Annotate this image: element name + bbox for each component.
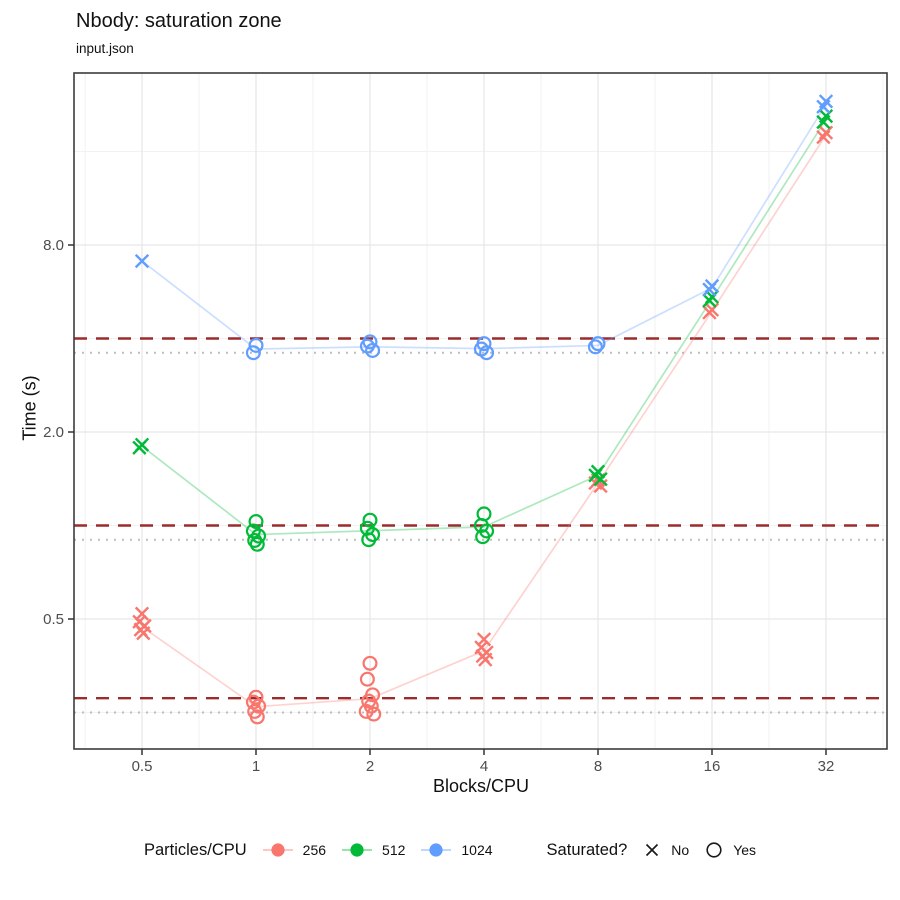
legend-label: 512	[382, 842, 406, 858]
legend: Particles/CPU 256 512 1024 Saturated?	[0, 840, 900, 860]
x-tick-label: 0.5	[132, 758, 153, 775]
plot-panel: 0.5 1 2 4 8 16 32 8.0 2.0 0.5	[43, 72, 888, 775]
legend-key-256: 256	[262, 840, 326, 860]
legend-color-title: Particles/CPU	[143, 840, 247, 859]
legend-key-512: 512	[341, 840, 405, 860]
data-point-circle	[362, 655, 378, 671]
data-point-circle	[359, 671, 375, 687]
x-tick-label: 4	[480, 758, 488, 775]
data-point-x	[816, 114, 831, 130]
data-point-circle	[587, 339, 603, 355]
y-axis-ticks: 8.0 2.0 0.5	[43, 237, 74, 628]
x-tick-label: 32	[818, 758, 835, 775]
data-point-circle	[361, 532, 377, 548]
chart-title: Nbody: saturation zone	[76, 10, 282, 32]
data-point-circle	[366, 706, 382, 722]
legend-label: 1024	[461, 842, 493, 858]
y-tick-label: 2.0	[43, 424, 64, 441]
filled-dot-icon	[421, 843, 452, 857]
data-point-x	[702, 293, 717, 308]
panel-border	[73, 72, 888, 750]
data-point-circle	[248, 337, 264, 353]
data-point-x	[702, 305, 717, 320]
minor-gridlines	[74, 73, 887, 749]
major-gridlines	[74, 73, 887, 749]
data-point-circle	[365, 342, 381, 358]
data-point-circle	[249, 536, 265, 552]
x-tick-label: 1	[252, 758, 260, 775]
data-point-x	[134, 253, 150, 269]
data-point-circle	[475, 529, 491, 545]
filled-dot-icon	[342, 843, 373, 857]
data-point-x	[476, 632, 492, 647]
legend-label: No	[671, 842, 690, 858]
chart-subtitle: input.json	[76, 41, 134, 56]
x-axis-ticks: 0.5 1 2 4 8 16 32	[132, 749, 835, 775]
legend-label: 256	[302, 842, 327, 858]
data-point-circle	[479, 345, 495, 361]
y-tick-label: 0.5	[43, 611, 64, 628]
data-point-x	[816, 129, 831, 145]
x-tick-label: 8	[594, 758, 602, 775]
series-points-512	[132, 108, 834, 552]
data-point-circle	[358, 703, 374, 719]
data-point-x	[136, 626, 151, 641]
legend-label: Yes	[733, 842, 757, 858]
legend-key-yes: Yes	[704, 840, 756, 860]
legend-key-no: No	[642, 840, 689, 860]
open-circle-icon	[706, 842, 722, 858]
series-points-256	[132, 125, 834, 725]
x-tick-label: 2	[366, 758, 374, 775]
data-point-circle	[245, 345, 261, 361]
legend-shape-title: Saturated?	[546, 840, 628, 859]
series-points-1024	[134, 94, 834, 361]
y-tick-label: 8.0	[43, 237, 64, 254]
filled-dot-icon	[262, 843, 293, 857]
data-point-x	[478, 652, 493, 667]
data-point-circle	[249, 709, 265, 725]
x-axis-title: Blocks/CPU	[432, 776, 530, 796]
data-point-x	[134, 606, 150, 621]
x-tick-label: 16	[704, 758, 721, 775]
data-point-x	[702, 282, 717, 297]
legend-key-1024: 1024	[420, 840, 493, 860]
data-point-x	[593, 472, 608, 487]
data-point-x	[132, 440, 147, 455]
x-mark-icon	[646, 843, 659, 857]
data-point-circle	[248, 514, 264, 530]
data-point-circle	[362, 512, 378, 528]
data-point-circle	[251, 528, 267, 544]
data-point-x	[816, 99, 831, 114]
legend-spacer	[508, 850, 532, 851]
data-point-circle	[590, 336, 606, 352]
